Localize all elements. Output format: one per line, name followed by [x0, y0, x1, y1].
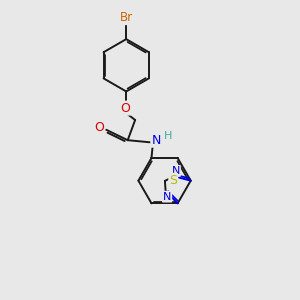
Text: Br: Br [120, 11, 133, 24]
Text: N: N [163, 192, 171, 202]
Text: N: N [172, 166, 180, 176]
Text: O: O [121, 102, 130, 115]
Text: O: O [94, 121, 104, 134]
Text: H: H [164, 131, 172, 141]
Text: S: S [169, 174, 177, 187]
Text: N: N [151, 134, 160, 147]
